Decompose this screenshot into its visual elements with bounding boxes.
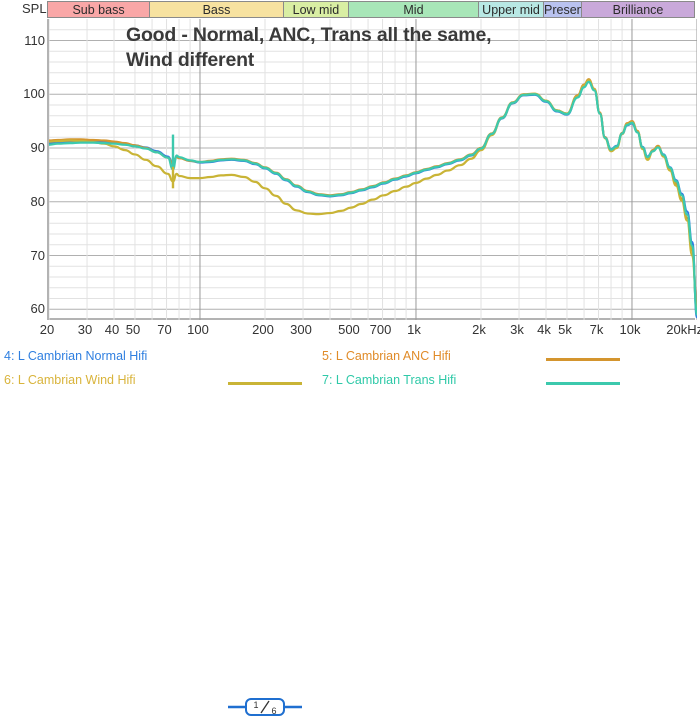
- y-tick-label: 110: [24, 32, 45, 48]
- x-tick-label: 40: [104, 322, 120, 337]
- y-tick-label: 60: [30, 301, 45, 317]
- curve-series-7: [49, 80, 697, 316]
- spl-axis-title: SPL: [22, 1, 47, 16]
- x-tick-label: 100: [187, 322, 209, 337]
- band-label-low-mid: Low mid: [283, 1, 349, 18]
- band-label-bass: Bass: [150, 1, 284, 18]
- y-tick-label: 80: [30, 193, 45, 209]
- x-tick-label: 10k: [619, 322, 641, 337]
- x-tick-label: 500: [338, 322, 360, 337]
- x-tick-label: 700: [369, 322, 392, 337]
- y-tick-label: 100: [23, 86, 45, 102]
- x-tick-label: 4k: [537, 322, 551, 337]
- x-tick-label: 5k: [558, 322, 572, 337]
- frequency-band-strip: SPL Sub bass Bass Low mid Mid Upper mid Prese…: [0, 0, 700, 19]
- legend-item-6[interactable]: 6: L Cambrian Wind Hifi: [4, 373, 136, 387]
- x-tick-label: 20kHz: [666, 322, 700, 337]
- legend-swatch-7: [546, 382, 620, 385]
- x-tick-label: 50: [125, 322, 141, 337]
- x-tick-label: 20: [39, 322, 55, 337]
- x-tick-label: 300: [290, 322, 312, 337]
- y-tick-label: 90: [30, 140, 45, 155]
- svg-text:6: 6: [271, 706, 276, 716]
- x-tick-label: 3k: [510, 322, 524, 337]
- x-axis: 20 30 40 50 70 100 200 300 500 700 1k 2k 3k 4k 5k 7k 10k…: [0, 322, 700, 342]
- x-tick-label: 200: [252, 322, 274, 337]
- plot-area: [47, 19, 697, 320]
- response-curves: [49, 78, 697, 319]
- legend-item-4[interactable]: 4: L Cambrian Normal Hifi: [4, 349, 148, 363]
- grid-lines: [49, 19, 697, 320]
- svg-text:1: 1: [253, 700, 258, 710]
- smoothing-badge[interactable]: 16: [228, 697, 302, 717]
- x-tick-label: 7k: [589, 322, 604, 337]
- x-tick-label: 30: [77, 322, 93, 337]
- band-label-presence: Presence: [544, 1, 583, 18]
- x-tick-label: 1k: [407, 322, 421, 337]
- x-tick-label: 70: [157, 322, 172, 337]
- legend-swatch-6: [228, 382, 302, 385]
- band-label-upper-mid: Upper mid: [479, 1, 545, 18]
- band-label-sub-bass: Sub bass: [47, 1, 151, 18]
- y-tick-label: 70: [30, 247, 45, 263]
- legend-swatch-5: [546, 358, 620, 361]
- x-tick-label: 2k: [472, 322, 486, 337]
- legend-item-5[interactable]: 5: L Cambrian ANC Hifi: [322, 349, 451, 363]
- y-axis: 60 70 80 90 100 110: [0, 19, 45, 320]
- band-label-brilliance: Brilliance: [582, 1, 695, 18]
- legend-item-7[interactable]: 7: L Cambrian Trans Hifi: [322, 373, 457, 387]
- band-label-mid: Mid: [348, 1, 479, 18]
